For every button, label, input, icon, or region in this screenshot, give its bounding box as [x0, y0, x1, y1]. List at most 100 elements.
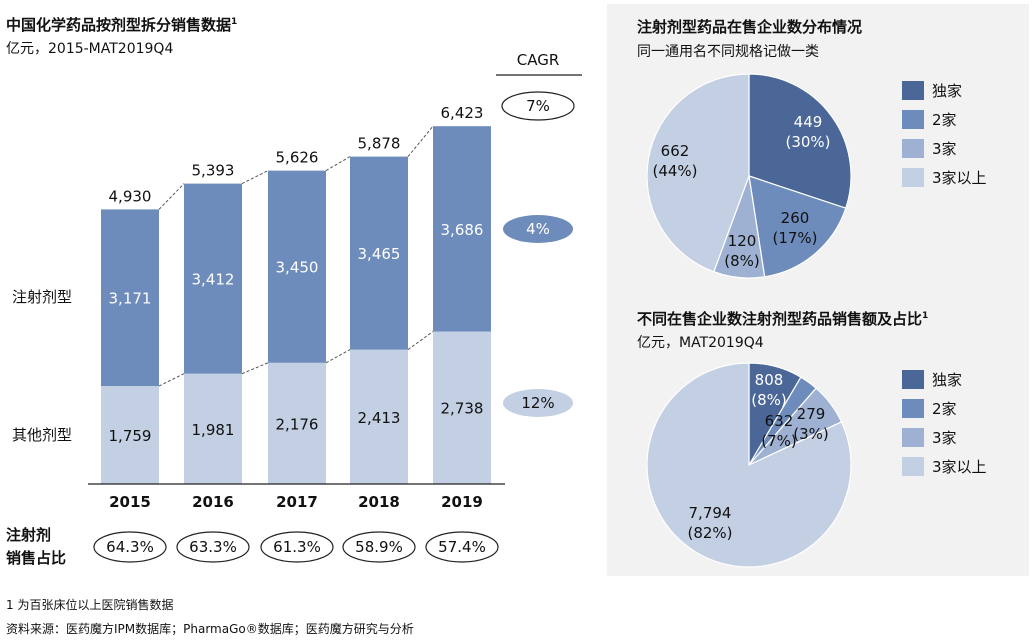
share-value: 64.3% [106, 538, 154, 556]
share-oval [93, 531, 167, 563]
pie-value-label: 808 [755, 371, 784, 389]
legend-label: 3家 [932, 429, 957, 447]
x-tick-label: 2016 [192, 493, 234, 511]
bar-value-label-injection: 3,171 [109, 290, 152, 308]
bar-value-label-other: 2,738 [441, 400, 484, 418]
legend-label: 2家 [932, 400, 957, 418]
bar-value-label-injection: 3,450 [276, 259, 319, 277]
pie-percent-label: (82%) [687, 524, 732, 542]
share-oval [176, 531, 250, 563]
bar-chart-subtitle: 亿元，2015-MAT2019Q4 [6, 41, 174, 57]
connector-line-other [325, 349, 351, 364]
pie2-subtitle: 亿元，MAT2019Q4 [637, 335, 764, 351]
bar-total-label: 5,878 [358, 135, 401, 153]
source-note: 资料来源：医药魔方IPM数据库；PharmaGo®数据库；医药魔方研究与分析 [6, 622, 414, 636]
pie-percent-label: (7%) [761, 432, 797, 450]
share-value: 58.9% [355, 538, 403, 556]
bar-value-label-injection: 3,465 [358, 245, 401, 263]
cagr-injection-oval [503, 215, 573, 243]
connector-line-other [407, 331, 434, 351]
series-label-injection: 注射剂型 [12, 288, 72, 306]
pie-slice-1 [748, 175, 847, 278]
legend-swatch [902, 110, 924, 129]
pie1-subtitle: 同一通用名不同规格记做一类 [637, 44, 819, 60]
pie-value-label: 449 [794, 113, 823, 131]
bar-segment-other [350, 349, 408, 484]
share-oval [342, 531, 416, 563]
bar-value-label-other: 2,176 [276, 415, 319, 433]
share-row-label-line1: 注射剂 [6, 526, 51, 544]
connector-line-other [158, 373, 185, 387]
legend-label: 2家 [932, 111, 957, 129]
share-row-label-line2: 销售占比 [6, 549, 66, 567]
x-tick-label: 2018 [358, 493, 400, 511]
cagr-total-value: 7% [526, 97, 550, 115]
bar-value-label-other: 2,413 [358, 409, 401, 427]
bar-segment-other [184, 373, 242, 484]
share-oval [425, 531, 499, 563]
pie-percent-label: (8%) [751, 391, 787, 409]
pie-percent-label: (17%) [772, 229, 817, 247]
legend-label: 3家以上 [932, 169, 987, 187]
pie-slice-3 [646, 73, 750, 273]
legend-swatch [902, 370, 924, 389]
cagr-injection-value: 4% [526, 220, 550, 238]
connector-line-total [325, 156, 351, 172]
bar-value-label-other: 1,981 [192, 421, 235, 439]
legend-swatch [902, 428, 924, 447]
cagr-other-oval [503, 389, 573, 417]
pie-slice-0 [748, 73, 852, 209]
bar-segment-injection [184, 183, 242, 374]
bar-total-label: 6,423 [441, 104, 484, 122]
pie-value-label: 120 [728, 232, 757, 250]
pie-value-label: 260 [781, 209, 810, 227]
pie-value-label: 7,794 [689, 504, 732, 522]
legend-swatch [902, 168, 924, 187]
legend-swatch [902, 457, 924, 476]
share-value: 61.3% [273, 538, 321, 556]
legend-swatch [902, 399, 924, 418]
connector-line-total [241, 170, 269, 185]
bar-segment-injection [101, 209, 159, 387]
bar-total-label: 4,930 [109, 187, 152, 205]
bar-total-label: 5,393 [192, 162, 235, 180]
bar-segment-injection [433, 126, 491, 332]
bar-value-label-injection: 3,686 [441, 221, 484, 239]
connector-line-total [158, 183, 185, 210]
share-value: 57.4% [438, 538, 486, 556]
legend-label: 独家 [932, 82, 962, 100]
series-label-other: 其他剂型 [12, 426, 72, 444]
connector-line-total [407, 125, 434, 157]
pie-percent-label: (8%) [724, 252, 760, 270]
pie-value-label: 632 [765, 412, 794, 430]
pie-value-label: 279 [797, 405, 826, 423]
cagr-header: CAGR [517, 51, 560, 69]
pie-percent-label: (30%) [785, 133, 830, 151]
legend-label: 3家以上 [932, 458, 987, 476]
pie2-title: 不同在售企业数注射剂型药品销售额及占比1 [637, 310, 929, 328]
pie-percent-label: (3%) [793, 425, 829, 443]
x-tick-label: 2019 [441, 493, 483, 511]
footnote: 1 为百张床位以上医院销售数据 [6, 598, 174, 612]
share-value: 63.3% [189, 538, 237, 556]
bar-total-label: 5,626 [276, 149, 319, 167]
bar-value-label-injection: 3,412 [192, 271, 235, 289]
cagr-total-oval [501, 91, 575, 121]
pie1-title: 注射剂型药品在售企业数分布情况 [637, 18, 863, 36]
x-tick-label: 2015 [109, 493, 151, 511]
share-oval [260, 531, 334, 563]
pie-percent-label: (44%) [652, 162, 697, 180]
bar-segment-other [101, 386, 159, 484]
legend-swatch [902, 139, 924, 158]
x-tick-label: 2017 [276, 493, 318, 511]
bar-chart-title: 中国化学药品按剂型拆分销售数据1 [6, 16, 238, 34]
bar-segment-injection [268, 170, 326, 363]
connector-line-other [241, 362, 269, 375]
pie-value-label: 662 [661, 142, 690, 160]
bar-segment-other [433, 331, 491, 484]
legend-label: 3家 [932, 140, 957, 158]
bar-segment-injection [350, 156, 408, 350]
bar-segment-other [268, 362, 326, 484]
cagr-other-value: 12% [521, 394, 554, 412]
